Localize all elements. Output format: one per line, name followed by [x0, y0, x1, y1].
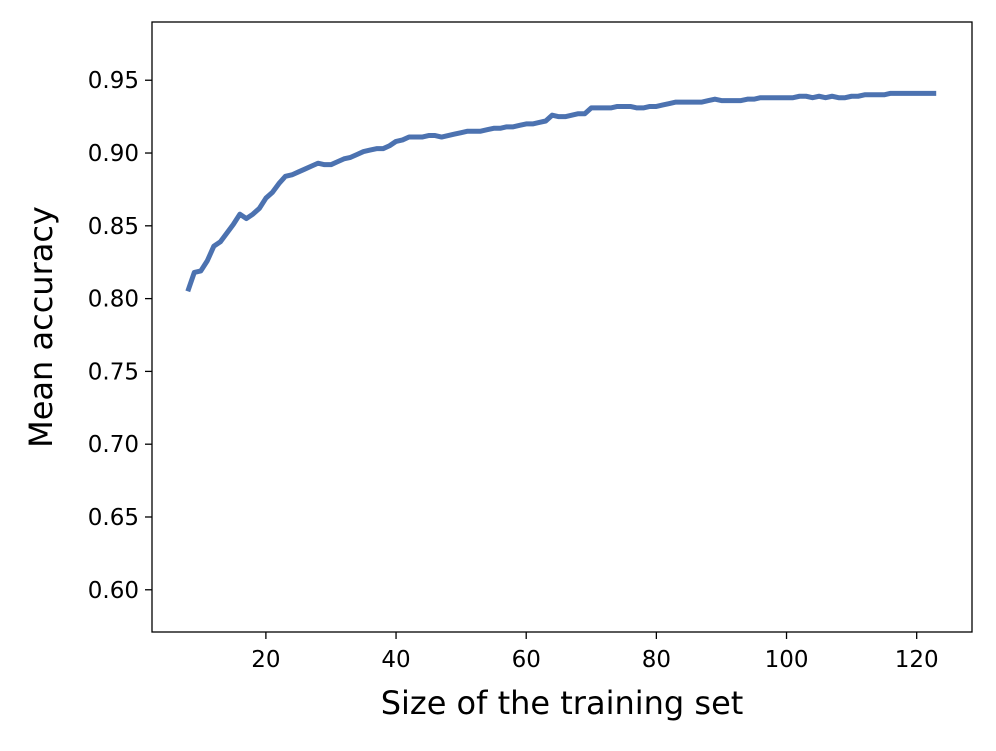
x-tick-label: 80 — [642, 647, 671, 673]
x-tick-label: 120 — [895, 647, 939, 673]
y-tick-label: 0.75 — [88, 359, 139, 385]
x-tick-label: 100 — [765, 647, 809, 673]
y-tick-label: 0.60 — [88, 578, 139, 604]
axes-frame — [152, 22, 972, 632]
x-tick-label: 40 — [381, 647, 410, 673]
y-tick-label: 0.90 — [88, 141, 139, 167]
y-axis-title: Mean accuracy — [22, 206, 60, 448]
y-tick-label: 0.80 — [88, 287, 139, 313]
y-tick-label: 0.95 — [88, 68, 139, 94]
y-tick-label: 0.70 — [88, 432, 139, 458]
series-line — [188, 93, 936, 291]
x-axis-title: Size of the training set — [381, 684, 744, 722]
x-tick-label: 60 — [512, 647, 541, 673]
axis-ticks: 20 40 60 80 100 120 0.60 0.65 0.70 0.75 0.80 0.85 0.… — [88, 68, 939, 673]
y-tick-label: 0.65 — [88, 505, 139, 531]
y-tick-label: 0.85 — [88, 214, 139, 240]
plot-area — [188, 93, 936, 291]
x-tick-label: 20 — [251, 647, 280, 673]
